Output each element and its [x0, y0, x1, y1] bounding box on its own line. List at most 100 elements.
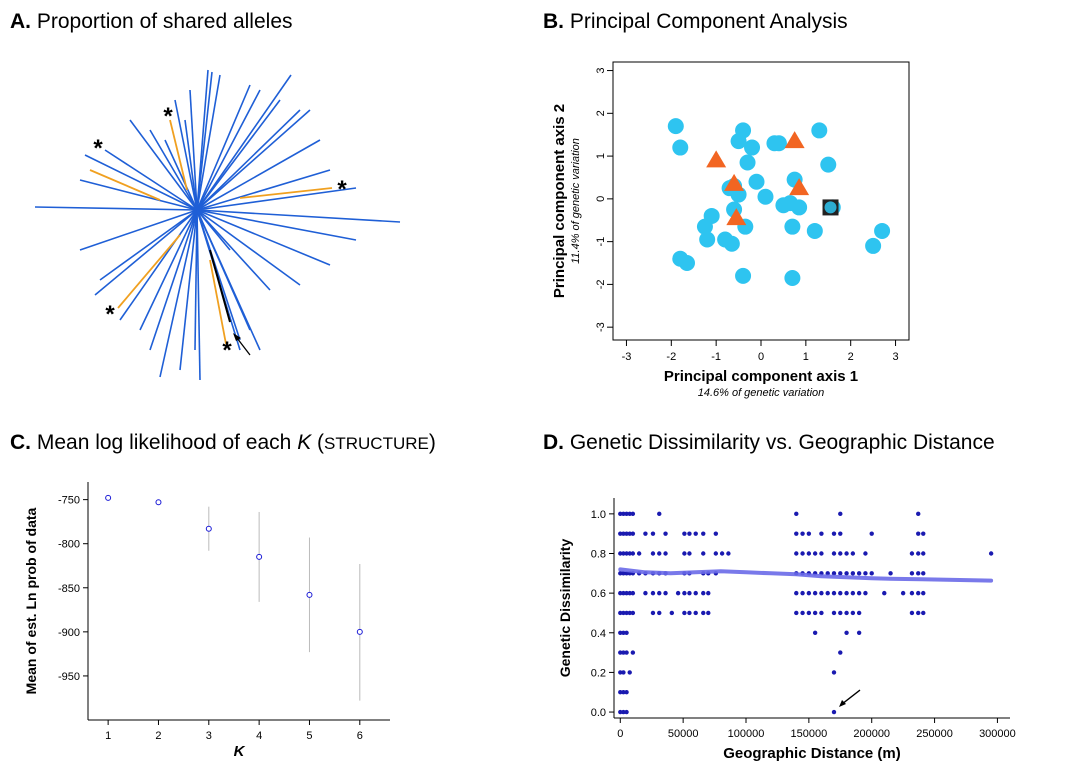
ibd-point-23-1: [812, 610, 818, 616]
ibd-x-tick-label-2: 100000: [728, 728, 765, 740]
ibd-point-2-2: [624, 650, 629, 655]
ibd-point-1-1: [621, 690, 626, 695]
ibd-point-4-2: [630, 590, 636, 596]
tree-highlight-branch-0: [169, 119, 188, 191]
ibd-point-29-2: [850, 571, 856, 576]
ibd-x-tick-label-6: 300000: [979, 728, 1016, 740]
tree-branch-34: [129, 119, 198, 211]
ibd-point-7-1: [650, 590, 656, 596]
ibd-point-0-2: [618, 670, 623, 675]
ibd-point-16-0: [706, 610, 711, 616]
tree-branch-33: [104, 149, 198, 211]
ibd-point-28-3: [844, 571, 849, 576]
tree-branch-6: [196, 99, 281, 211]
ibd-point-18-0: [719, 551, 725, 556]
ibd-point-28-2: [844, 590, 849, 596]
pca-circle-point-0: [667, 118, 684, 135]
ibd-point-8-4: [657, 511, 662, 517]
ibd-point-1-6: [621, 590, 626, 596]
pca-circle-point-32: [735, 267, 752, 284]
ibd-arrow-line: [841, 689, 861, 705]
ibd-point-24-0: [819, 610, 824, 616]
ibd-point-5-1: [636, 551, 642, 556]
ibd-point-39-0: [988, 551, 994, 556]
ibd-x-tick-label-3: 150000: [790, 728, 827, 740]
ibd-point-1-7: [621, 571, 626, 576]
ibd-point-1-8: [621, 551, 626, 556]
ibd-point-20-1: [794, 590, 799, 596]
ibd-point-26-6: [831, 531, 837, 536]
pca-x-axis-label: Principal component axis 1: [664, 368, 858, 385]
ibd-point-0-3: [618, 650, 623, 655]
tree-marker-2: *: [337, 176, 347, 203]
tree-branch-14: [196, 209, 331, 266]
allele-tree: * * * * *: [34, 69, 401, 381]
pca-circle-point-24: [806, 222, 823, 239]
ibd-point-29-0: [850, 610, 856, 616]
panel-b-title: B. Principal Component Analysis: [543, 10, 848, 34]
ibd-point-2-7: [624, 551, 629, 556]
ibd-point-28-4: [844, 551, 849, 556]
ibd-point-11-0: [675, 590, 681, 596]
panel-c-title: C. Mean log likelihood of each K (STRUCT…: [10, 431, 436, 455]
ibd-point-17-2: [713, 531, 719, 536]
ibd-point-15-1: [701, 590, 706, 596]
ibd-point-24-3: [819, 551, 824, 556]
ibd-point-12-1: [682, 590, 687, 596]
structure-x-tick-label-1: 2: [155, 730, 161, 742]
ibd-point-38-0: [921, 610, 926, 616]
ibd-point-22-3: [806, 551, 812, 556]
ibd-point-1-4: [621, 630, 626, 635]
ibd-point-7-0: [650, 610, 656, 616]
ibd-point-1-9: [621, 531, 626, 536]
ibd-point-36-0: [909, 610, 915, 616]
ibd-point-17-1: [713, 551, 719, 556]
structure-x-tick-label-3: 4: [256, 730, 262, 742]
ibd-point-12-0: [682, 610, 687, 616]
tree-marker-0: *: [163, 103, 173, 130]
ibd-point-2-0: [624, 709, 629, 715]
ibd-point-37-5: [916, 511, 921, 517]
ibd-point-25-1: [825, 571, 830, 576]
tree-branch-21: [194, 209, 198, 351]
ibd-point-2-1: [624, 690, 629, 695]
ibd-point-0-10: [618, 511, 623, 517]
tree-branch-24: [149, 209, 198, 351]
tree-branch-27: [94, 209, 198, 296]
ibd-point-24-4: [819, 531, 824, 536]
tree-branch-7: [196, 109, 301, 211]
pca-y-axis-sublabel: 11.4% of genetic variation: [570, 138, 582, 264]
ibd-point-20-5: [794, 511, 799, 517]
pca-circle-point-8: [739, 154, 756, 171]
ibd-smooth-line: [618, 567, 994, 583]
pca-circle-point-1: [672, 139, 689, 156]
tree-branch-36: [184, 119, 198, 211]
panel-d-letter: D.: [543, 431, 564, 454]
ibd-point-0-4: [618, 630, 623, 635]
tree-branch-41: [196, 209, 251, 331]
pca-circle-point-31: [679, 255, 695, 272]
pca-y-tick-label-5: 2: [595, 110, 607, 116]
ibd-point-3-1: [627, 610, 632, 616]
ibd-point-13-0: [687, 610, 692, 616]
panel-c-title-paren-open: (: [311, 431, 325, 454]
ibd-y-tick-label-1: 0.2: [591, 667, 606, 679]
panel-a-letter: A.: [10, 10, 31, 33]
pca-x-axis-sublabel: 14.6% of genetic variation: [698, 387, 825, 399]
tree-branch-40: [196, 209, 231, 251]
ibd-point-15-3: [701, 551, 706, 556]
ibd-point-0-6: [618, 590, 623, 596]
ibd-point-7-3: [650, 551, 656, 556]
pca-y-tick-label-3: 0: [595, 196, 607, 202]
ibd-point-22-0: [806, 610, 812, 616]
ibd-point-23-2: [812, 590, 818, 596]
pca-circle-point-13: [820, 156, 837, 173]
structure-x-tick-label-4: 5: [306, 730, 312, 742]
panel-a-title-text: Proportion of shared alleles: [36, 10, 293, 33]
ibd-point-28-1: [844, 610, 849, 616]
tree-arrow-head: [233, 333, 241, 341]
ibd-point-27-2: [838, 590, 843, 596]
ibd-x-tick-label-5: 250000: [916, 728, 953, 740]
ibd-point-38-3: [921, 551, 926, 556]
ibd-point-30-2: [856, 590, 862, 596]
